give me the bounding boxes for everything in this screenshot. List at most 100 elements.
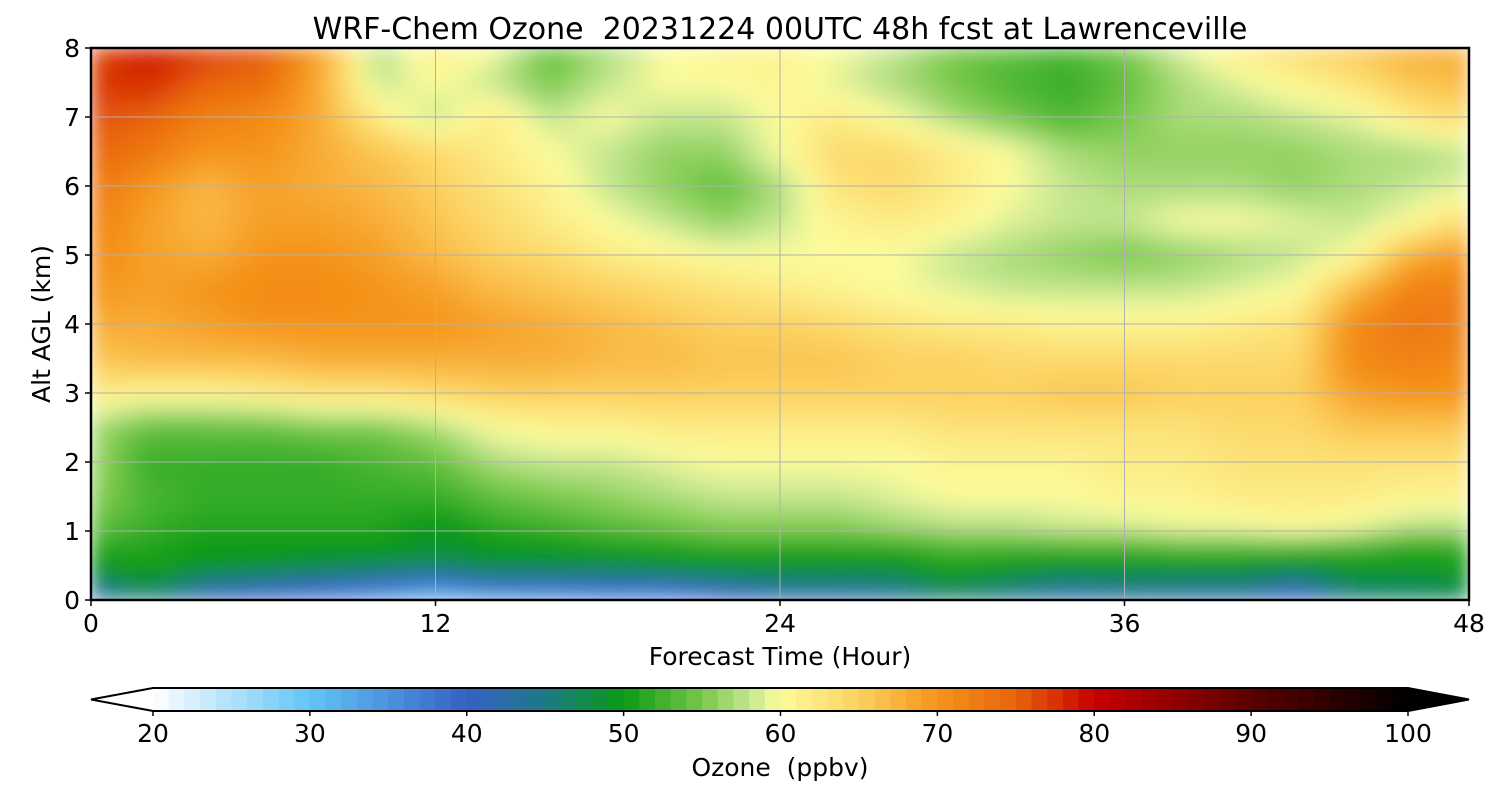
colorbar-segment xyxy=(686,688,703,711)
y-tick-label: 3 xyxy=(64,379,80,408)
colorbar-segment xyxy=(1188,688,1205,711)
plot-grid xyxy=(91,48,1469,600)
colorbar-segment xyxy=(404,688,421,711)
colorbar-tick-label: 50 xyxy=(608,719,640,748)
x-axis-label: Forecast Time (Hour) xyxy=(649,642,912,671)
colorbar-segment xyxy=(1392,688,1409,711)
colorbar-segment xyxy=(953,688,970,711)
colorbar-segment xyxy=(717,688,735,711)
colorbar-segment xyxy=(1251,688,1268,711)
colorbar-segment xyxy=(231,688,248,711)
colorbar-segment xyxy=(937,688,954,711)
colorbar-segment xyxy=(184,688,201,711)
colorbar-segment xyxy=(843,688,860,711)
colorbar-tick-label: 100 xyxy=(1384,719,1432,748)
colorbar-segment xyxy=(1078,688,1095,711)
colorbar-segment xyxy=(623,688,640,711)
y-tick-label: 4 xyxy=(64,310,80,339)
colorbar-segment xyxy=(466,688,484,711)
y-tick-label: 2 xyxy=(64,448,80,477)
colorbar-segment xyxy=(1266,688,1284,711)
colorbar-segment xyxy=(984,688,1001,711)
colorbar-tick-label: 70 xyxy=(921,719,953,748)
colorbar-segment xyxy=(1141,688,1158,711)
colorbar-segment xyxy=(733,688,750,711)
colorbar-segment xyxy=(419,688,436,711)
colorbar-segment xyxy=(1015,688,1033,711)
colorbar-segment xyxy=(435,688,452,711)
colorbar-segment xyxy=(906,688,923,711)
colorbar-segment xyxy=(592,688,609,711)
colorbar-segment xyxy=(607,688,625,711)
y-tick-label: 1 xyxy=(64,517,80,546)
ozone-heatmap xyxy=(91,48,1469,600)
colorbar-segment xyxy=(655,688,672,711)
colorbar-segment xyxy=(1109,688,1127,711)
colorbar-segment xyxy=(1204,688,1221,711)
colorbar-segment xyxy=(356,688,374,711)
colorbar-segment xyxy=(325,688,342,711)
colorbar-segment xyxy=(451,688,468,711)
colorbar-segment xyxy=(858,688,876,711)
colorbar: 20 30 40 50 60 70 80 90 100 xyxy=(90,687,1470,748)
colorbar-segment xyxy=(1157,688,1174,711)
x-tick-label: 12 xyxy=(420,609,452,638)
y-axis-label: Alt AGL (km) xyxy=(27,245,56,403)
colorbar-segment xyxy=(372,688,389,711)
colorbar-segment xyxy=(749,688,766,711)
y-tick-label: 5 xyxy=(64,241,80,270)
x-tick-label: 24 xyxy=(764,609,796,638)
colorbar-segment xyxy=(811,688,829,711)
colorbar-segment xyxy=(968,688,986,711)
colorbar-segment xyxy=(890,688,907,711)
colorbar-segment xyxy=(827,688,844,711)
colorbar-segment xyxy=(1125,688,1142,711)
colorbar-segment xyxy=(262,688,280,711)
chart-title: WRF-Chem Ozone 20231224 00UTC 48h fcst a… xyxy=(313,12,1248,47)
colorbar-segment xyxy=(1172,688,1189,711)
x-tick-label: 36 xyxy=(1109,609,1141,638)
colorbar-segment xyxy=(1031,688,1048,711)
colorbar-segment xyxy=(874,688,891,711)
colorbar-segment xyxy=(482,688,499,711)
colorbar-segment xyxy=(1235,688,1252,711)
colorbar-segment xyxy=(278,688,295,711)
y-tick-label: 8 xyxy=(64,34,80,63)
y-tick-label: 6 xyxy=(64,172,80,201)
colorbar-segment xyxy=(513,688,531,711)
colorbar-segment xyxy=(545,688,562,711)
colorbar-segment xyxy=(1360,688,1378,711)
x-tick-label: 48 xyxy=(1453,609,1485,638)
colorbar-segment xyxy=(639,688,656,711)
colorbar-segment xyxy=(1219,688,1237,711)
colorbar-segment xyxy=(702,688,719,711)
colorbar-tick-label: 30 xyxy=(294,719,326,748)
colorbar-segment xyxy=(498,688,515,711)
colorbar-segment xyxy=(1298,688,1315,711)
colorbar-segment xyxy=(560,688,578,711)
colorbar-segment xyxy=(1047,688,1064,711)
colorbar-segment xyxy=(764,688,782,711)
colorbar-tick-label: 60 xyxy=(765,719,797,748)
colorbar-segment xyxy=(247,688,264,711)
colorbar-label: Ozone (ppbv) xyxy=(691,753,868,782)
colorbar-segment xyxy=(200,688,217,711)
colorbar-segment xyxy=(388,688,405,711)
colorbar-segment xyxy=(1329,688,1346,711)
colorbar-segment xyxy=(670,688,687,711)
colorbar-segment xyxy=(1313,688,1331,711)
colorbar-segment xyxy=(780,688,797,711)
colorbar-segment xyxy=(1000,688,1017,711)
colorbar-segment xyxy=(529,688,546,711)
colorbar-segment xyxy=(796,688,813,711)
colorbar-segment xyxy=(1094,688,1111,711)
x-tick-label: 0 xyxy=(83,609,99,638)
y-tick-label: 0 xyxy=(64,586,80,615)
colorbar-segment xyxy=(1345,688,1362,711)
colorbar-tick-label: 40 xyxy=(451,719,483,748)
colorbar-tick-label: 80 xyxy=(1078,719,1110,748)
colorbar-segment xyxy=(294,688,311,711)
colorbar-tick-label: 20 xyxy=(137,719,169,748)
